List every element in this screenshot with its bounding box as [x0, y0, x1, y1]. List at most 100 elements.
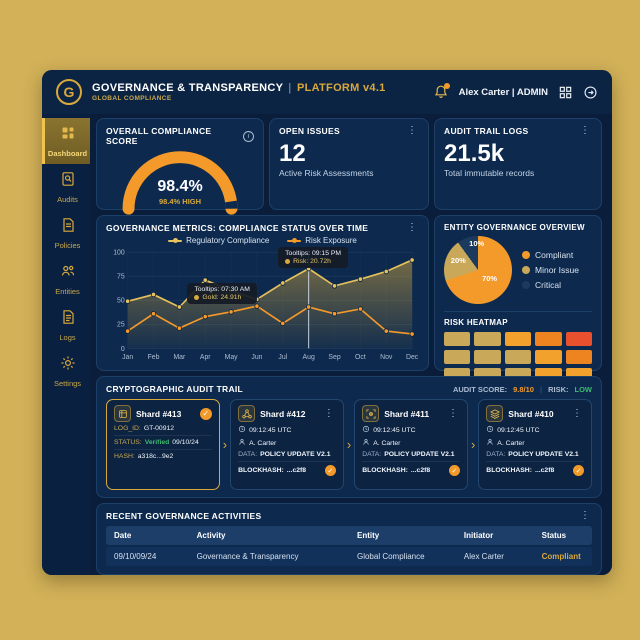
legend-item[interactable]: Risk Exposure — [287, 236, 357, 245]
column-header: Initiator — [463, 531, 494, 540]
audit-score-value: 9.8/10 — [513, 384, 534, 394]
sidebar-item-entities[interactable]: Entities — [42, 256, 90, 302]
pie-legend-item: Critical — [522, 280, 579, 290]
shard-field-row: LOG_ID: GT-00912 — [114, 425, 175, 432]
pie-legend-item: Minor Issue — [522, 265, 579, 275]
compliance-score-title: OVERALL COMPLIANCE SCORE — [106, 126, 212, 146]
title-separator: | — [288, 81, 292, 94]
sidebar-item-dashboard[interactable]: Dashboard — [42, 118, 90, 164]
verified-check-icon: ✓ — [324, 465, 336, 476]
info-icon[interactable]: i — [243, 130, 254, 142]
table-cell: 09/10/09/24 — [114, 552, 157, 561]
svg-text:0: 0 — [121, 345, 125, 353]
shard-card[interactable]: Shard #410 ⋮ 09:12:45 UTC A. Carter DATA… — [478, 399, 593, 490]
table-cell: Alex Carter — [463, 552, 504, 561]
kebab-menu-icon[interactable]: ⋮ — [323, 407, 334, 419]
column-header: Activity — [196, 531, 226, 540]
person-icon — [362, 438, 370, 448]
table-header: Date Activity Entity Initiator Status — [106, 526, 592, 545]
sidebar-item-label: Audits — [57, 195, 78, 204]
sidebar-item-label: Dashboard — [47, 149, 88, 158]
shard-meta-row: 09:12:45 UTC — [238, 425, 336, 435]
compliance-score-card: OVERALL COMPLIANCE SCORE i 98.4% 98.4% H… — [96, 118, 264, 215]
kebab-menu-icon[interactable]: ⋮ — [447, 407, 458, 419]
kebab-menu-icon[interactable]: ⋮ — [580, 510, 590, 521]
dashboard-icon — [60, 125, 76, 146]
chevron-right-icon[interactable]: › — [346, 437, 352, 452]
sidebar-item-audits[interactable]: Audits — [42, 164, 90, 210]
heatmap-cell — [504, 332, 532, 346]
shard-meta-row: A. Carter — [238, 438, 336, 448]
compliance-score-label: 98.4% HIGH — [158, 197, 202, 206]
pie-legend-item: Compliant — [522, 250, 579, 260]
shard-field-row: DATA: POLICY UPDATE V2.1 — [486, 451, 579, 458]
shard-card[interactable]: Shard #413 ✓ LOG_ID: GT-00912 STATUS: Ve… — [106, 399, 220, 490]
heatmap-cell — [535, 350, 562, 364]
clock-icon — [486, 425, 494, 435]
svg-text:Jan: Jan — [122, 353, 133, 361]
pie-slice-label: 10% — [469, 239, 485, 249]
svg-text:Jul: Jul — [278, 353, 287, 361]
apps-grid-icon[interactable] — [558, 85, 573, 100]
entities-icon — [60, 263, 76, 284]
activities-table: Date Activity Entity Initiator Status 09/10/0… — [106, 526, 592, 566]
table-row[interactable]: 09/10/09/24 Governance & Transparency Glob… — [106, 547, 592, 566]
line-chart: 0 25 50 75 100 Jan Feb Mar Apr May Jun Jul Aug Sep Oct… — [106, 246, 419, 363]
svg-text:Aug: Aug — [303, 353, 315, 361]
kebab-menu-icon[interactable]: ⋮ — [407, 125, 417, 136]
person-icon — [238, 438, 246, 448]
chart-tooltip: Tooltips: 09:15 PM Risk: 20.72h — [278, 247, 349, 269]
settings-icon — [60, 355, 76, 376]
shard-meta-row: 09:12:45 UTC — [362, 425, 460, 435]
pie-legend: Compliant Minor Issue Critical — [522, 250, 579, 290]
svg-text:Oct: Oct — [355, 353, 366, 361]
column-header: Date — [114, 531, 132, 540]
sidebar-item-logs[interactable]: Logs — [42, 302, 90, 348]
heatmap-cell — [444, 332, 471, 346]
heatmap-cell — [504, 350, 532, 364]
shard-field-row: BLOCKHASH: ...c2f8 ✓ — [238, 461, 336, 476]
audits-icon — [60, 171, 76, 192]
chevron-right-icon[interactable]: › — [470, 437, 476, 452]
svg-text:Dec: Dec — [406, 353, 419, 361]
chevron-right-icon[interactable]: › — [222, 437, 228, 452]
shard-card[interactable]: Shard #412 ⋮ 09:12:45 UTC A. Carter DATA… — [230, 399, 344, 490]
entity-overview-title: ENTITY GOVERNANCE OVERVIEW — [444, 223, 585, 232]
shard-card[interactable]: Shard #411 ⋮ 09:12:45 UTC A. Carter DATA… — [354, 399, 468, 490]
logout-icon[interactable] — [583, 85, 598, 100]
column-header: Entity — [356, 531, 380, 540]
svg-text:May: May — [225, 353, 238, 361]
shard-field-row: HASH: a318c...9e2 — [114, 449, 212, 460]
sidebar-item-label: Entities — [55, 287, 80, 296]
sidebar-item-settings[interactable]: Settings — [42, 348, 90, 394]
audit-score-area: AUDIT SCORE: 9.8/10 | RISK: LOW — [453, 385, 592, 394]
shard-field-row: BLOCKHASH: ...c2f8 ✓ — [362, 461, 460, 476]
shard-meta-row: A. Carter — [486, 438, 584, 448]
app-title: GOVERNANCE & TRANSPARENCY — [92, 81, 284, 94]
legend-item[interactable]: Regulatory Compliance — [168, 236, 269, 245]
risk-heatmap — [444, 332, 592, 382]
crypto-audit-title: CRYPTOGRAPHIC AUDIT TRAIL — [106, 384, 244, 394]
notifications-bell-icon[interactable] — [433, 83, 450, 100]
user-menu[interactable]: Alex Carter | ADMIN — [458, 86, 548, 98]
svg-text:Sep: Sep — [328, 353, 340, 361]
kebab-menu-icon[interactable]: ⋮ — [580, 125, 590, 136]
audit-logs-title: AUDIT TRAIL LOGS — [444, 126, 529, 136]
audit-score-label: AUDIT SCORE: — [452, 384, 508, 394]
kebab-menu-icon[interactable]: ⋮ — [572, 407, 583, 419]
audit-logs-subtitle: Total immutable records — [444, 168, 535, 179]
open-issues-title: OPEN ISSUES — [279, 126, 340, 136]
kebab-menu-icon[interactable]: ⋮ — [407, 222, 417, 233]
legend-marker — [287, 238, 302, 243]
verified-check-icon: ✓ — [573, 465, 585, 476]
heatmap-cell — [535, 332, 562, 346]
sidebar-item-label: Policies — [54, 241, 81, 250]
tooltip-dot-icon — [194, 295, 200, 301]
legend-marker — [168, 238, 183, 243]
sidebar-item-policies[interactable]: Policies — [42, 210, 90, 256]
legend-dot-icon — [522, 281, 530, 289]
sidebar-nav: Dashboard Audits Policies Entities Logs … — [42, 114, 90, 575]
shard-field-row: DATA: POLICY UPDATE V2.1 — [362, 451, 455, 458]
table-cell: Global Compliance — [356, 552, 425, 561]
